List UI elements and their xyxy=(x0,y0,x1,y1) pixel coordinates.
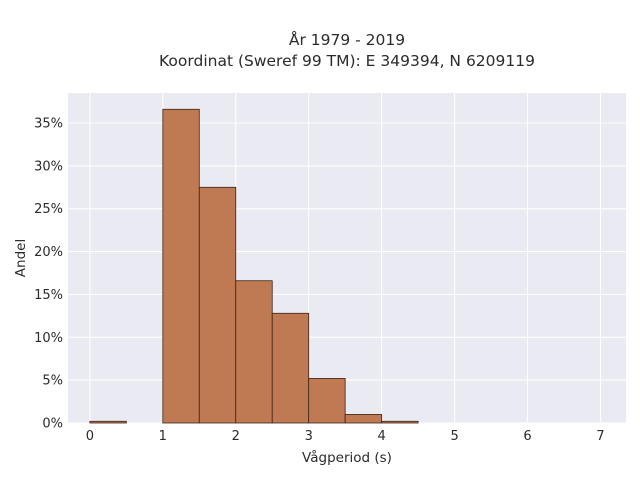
chart-title-line-1: År 1979 - 2019 xyxy=(289,30,405,49)
y-axis-label: Andel xyxy=(13,239,29,277)
histogram-bars xyxy=(89,108,419,424)
y-tick-label: 15% xyxy=(34,288,63,303)
x-tick-label: 1 xyxy=(159,429,167,444)
plot-area xyxy=(68,93,626,423)
histogram-bar xyxy=(235,280,273,424)
x-tick-label: 4 xyxy=(378,429,386,444)
chart-title-line-2: Koordinat (Sweref 99 TM): E 349394, N 62… xyxy=(159,52,535,70)
y-tick-label: 30% xyxy=(34,159,63,174)
y-tick-label: 10% xyxy=(34,331,63,346)
y-tick-label: 20% xyxy=(34,245,63,260)
x-tick-label: 2 xyxy=(232,429,240,444)
y-tick-label: 0% xyxy=(42,417,63,432)
histogram-bar xyxy=(308,378,346,424)
x-tick-label: 3 xyxy=(305,429,313,444)
x-tick-label: 0 xyxy=(86,429,94,444)
x-tick-label: 5 xyxy=(450,429,458,444)
gridlines xyxy=(68,93,626,424)
histogram-bar xyxy=(162,108,200,424)
y-tick-label: 25% xyxy=(34,202,63,217)
histogram-bar xyxy=(381,420,419,424)
y-axis-ticks: 0% 5% 10% 15% 20% 25% 30% 35% xyxy=(34,117,63,432)
y-tick-label: 5% xyxy=(42,374,63,389)
histogram-bar xyxy=(198,186,237,424)
x-axis-ticks: 0 1 2 3 4 5 6 7 xyxy=(86,429,605,444)
y-tick-label: 35% xyxy=(34,117,63,132)
histogram-bar xyxy=(344,414,383,424)
x-tick-label: 6 xyxy=(523,429,531,444)
x-axis-label: Vågperiod (s) xyxy=(302,449,392,466)
histogram-bar xyxy=(89,420,127,424)
histogram-bar xyxy=(271,312,310,424)
x-tick-label: 7 xyxy=(596,429,604,444)
chart-title: År 1979 - 2019 Koordinat (Sweref 99 TM):… xyxy=(159,30,535,70)
